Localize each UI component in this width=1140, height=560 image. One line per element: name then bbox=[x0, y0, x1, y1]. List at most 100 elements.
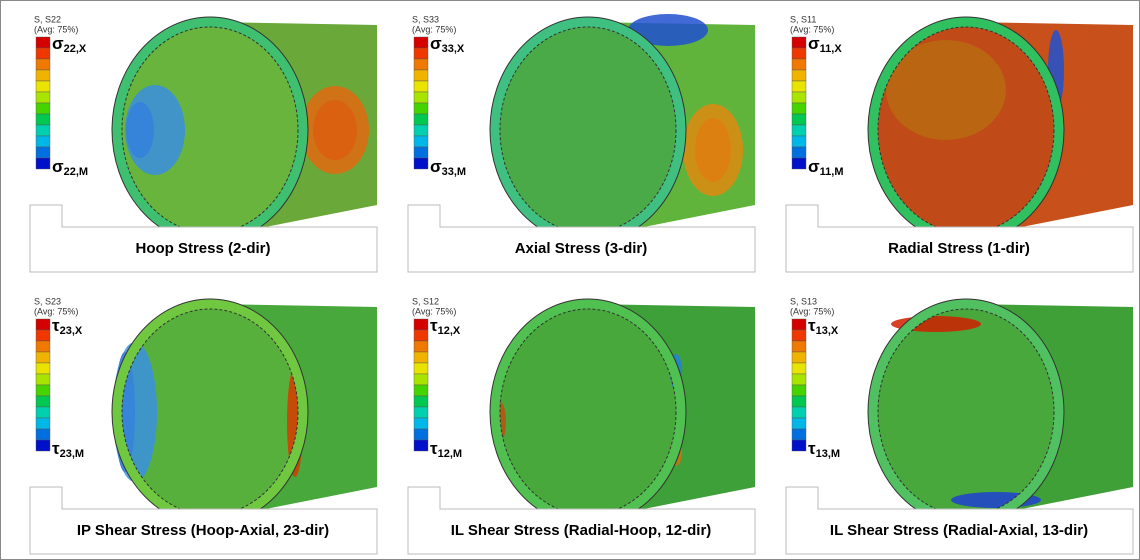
legend-swatch bbox=[414, 81, 428, 92]
legend-swatch bbox=[36, 352, 50, 363]
max-subscript: 22,X bbox=[64, 43, 87, 55]
legend-swatch bbox=[36, 147, 50, 158]
caption: IL Shear Stress (Radial-Hoop, 12-dir) bbox=[451, 522, 712, 539]
averaging-label: (Avg: 75%) bbox=[790, 24, 834, 34]
legend-swatch bbox=[36, 70, 50, 81]
legend-swatch bbox=[36, 81, 50, 92]
legend-swatch bbox=[36, 158, 50, 169]
contour bbox=[125, 85, 185, 175]
legend-swatch bbox=[36, 59, 50, 70]
variable-label: S, S33 bbox=[412, 14, 439, 24]
legend-swatch bbox=[792, 125, 806, 136]
legend-swatch bbox=[792, 319, 806, 330]
variable-label: S, S13 bbox=[790, 296, 817, 306]
variable-label: S, S12 bbox=[412, 296, 439, 306]
legend-swatch bbox=[414, 352, 428, 363]
min-subscript: 22,M bbox=[64, 166, 88, 178]
legend-swatch bbox=[36, 385, 50, 396]
variable-label: S, S11 bbox=[790, 14, 816, 24]
averaging-label: (Avg: 75%) bbox=[790, 306, 834, 316]
max-subscript: 23,X bbox=[60, 325, 83, 337]
legend-swatch bbox=[792, 147, 806, 158]
legend-swatch bbox=[414, 407, 428, 418]
legend-swatch bbox=[792, 385, 806, 396]
legend-swatch bbox=[414, 418, 428, 429]
legend-swatch bbox=[792, 114, 806, 125]
legend-swatch bbox=[792, 330, 806, 341]
legend-swatch bbox=[414, 114, 428, 125]
legend-swatch bbox=[414, 48, 428, 59]
min-subscript: 11,M bbox=[820, 166, 844, 178]
legend-swatch bbox=[792, 48, 806, 59]
min-symbol: σ bbox=[430, 157, 442, 176]
caption: Axial Stress (3-dir) bbox=[515, 240, 648, 257]
legend-swatch bbox=[36, 114, 50, 125]
caption: Hoop Stress (2-dir) bbox=[135, 240, 270, 257]
legend-swatch bbox=[36, 125, 50, 136]
legend-swatch bbox=[414, 363, 428, 374]
legend-swatch bbox=[792, 407, 806, 418]
contour bbox=[301, 86, 369, 174]
legend-swatch bbox=[414, 396, 428, 407]
legend-swatch bbox=[792, 341, 806, 352]
max-symbol: σ bbox=[52, 34, 64, 53]
legend-swatch bbox=[792, 440, 806, 451]
max-symbol: σ bbox=[430, 34, 442, 53]
legend-swatch bbox=[36, 37, 50, 48]
min-symbol: σ bbox=[52, 157, 64, 176]
legend-swatch bbox=[414, 440, 428, 451]
legend-swatch bbox=[414, 103, 428, 114]
legend-swatch bbox=[792, 374, 806, 385]
legend-swatch bbox=[36, 363, 50, 374]
legend-swatch bbox=[36, 103, 50, 114]
legend-swatch bbox=[414, 37, 428, 48]
legend-swatch bbox=[36, 374, 50, 385]
legend-swatch bbox=[792, 158, 806, 169]
legend-swatch bbox=[792, 363, 806, 374]
variable-label: S, S23 bbox=[34, 296, 61, 306]
legend-swatch bbox=[36, 330, 50, 341]
legend-swatch bbox=[36, 319, 50, 330]
legend-swatch bbox=[792, 396, 806, 407]
legend-swatch bbox=[36, 396, 50, 407]
min-symbol: σ bbox=[808, 157, 820, 176]
averaging-label: (Avg: 75%) bbox=[34, 24, 78, 34]
caption: IL Shear Stress (Radial-Axial, 13-dir) bbox=[830, 522, 1088, 539]
legend-swatch bbox=[36, 341, 50, 352]
averaging-label: (Avg: 75%) bbox=[412, 306, 456, 316]
legend-swatch bbox=[792, 37, 806, 48]
legend-swatch bbox=[792, 103, 806, 114]
legend-swatch bbox=[414, 70, 428, 81]
legend-swatch bbox=[792, 59, 806, 70]
contour bbox=[683, 104, 743, 196]
max-subscript: 12,X bbox=[438, 325, 461, 337]
legend-swatch bbox=[414, 341, 428, 352]
legend-swatch bbox=[414, 136, 428, 147]
legend-swatch bbox=[414, 147, 428, 158]
max-subscript: 33,X bbox=[442, 43, 465, 55]
legend-swatch bbox=[792, 92, 806, 103]
legend-swatch bbox=[414, 319, 428, 330]
legend-swatch bbox=[792, 136, 806, 147]
caption: Radial Stress (1-dir) bbox=[888, 240, 1030, 257]
caption: IP Shear Stress (Hoop-Axial, 23-dir) bbox=[77, 522, 329, 539]
min-subscript: 23,M bbox=[60, 448, 84, 460]
max-subscript: 13,X bbox=[816, 325, 839, 337]
min-subscript: 12,M bbox=[438, 448, 462, 460]
min-subscript: 33,M bbox=[442, 166, 466, 178]
legend-swatch bbox=[36, 440, 50, 451]
variable-label: S, S22 bbox=[34, 14, 61, 24]
legend-swatch bbox=[792, 70, 806, 81]
averaging-label: (Avg: 75%) bbox=[34, 306, 78, 316]
legend-swatch bbox=[414, 125, 428, 136]
legend-swatch bbox=[36, 136, 50, 147]
legend-swatch bbox=[414, 385, 428, 396]
legend-swatch bbox=[792, 418, 806, 429]
legend-swatch bbox=[36, 429, 50, 440]
max-symbol: σ bbox=[808, 34, 820, 53]
legend-swatch bbox=[792, 429, 806, 440]
max-subscript: 11,X bbox=[820, 43, 843, 55]
legend-swatch bbox=[36, 92, 50, 103]
averaging-label: (Avg: 75%) bbox=[412, 24, 456, 34]
legend-swatch bbox=[414, 330, 428, 341]
